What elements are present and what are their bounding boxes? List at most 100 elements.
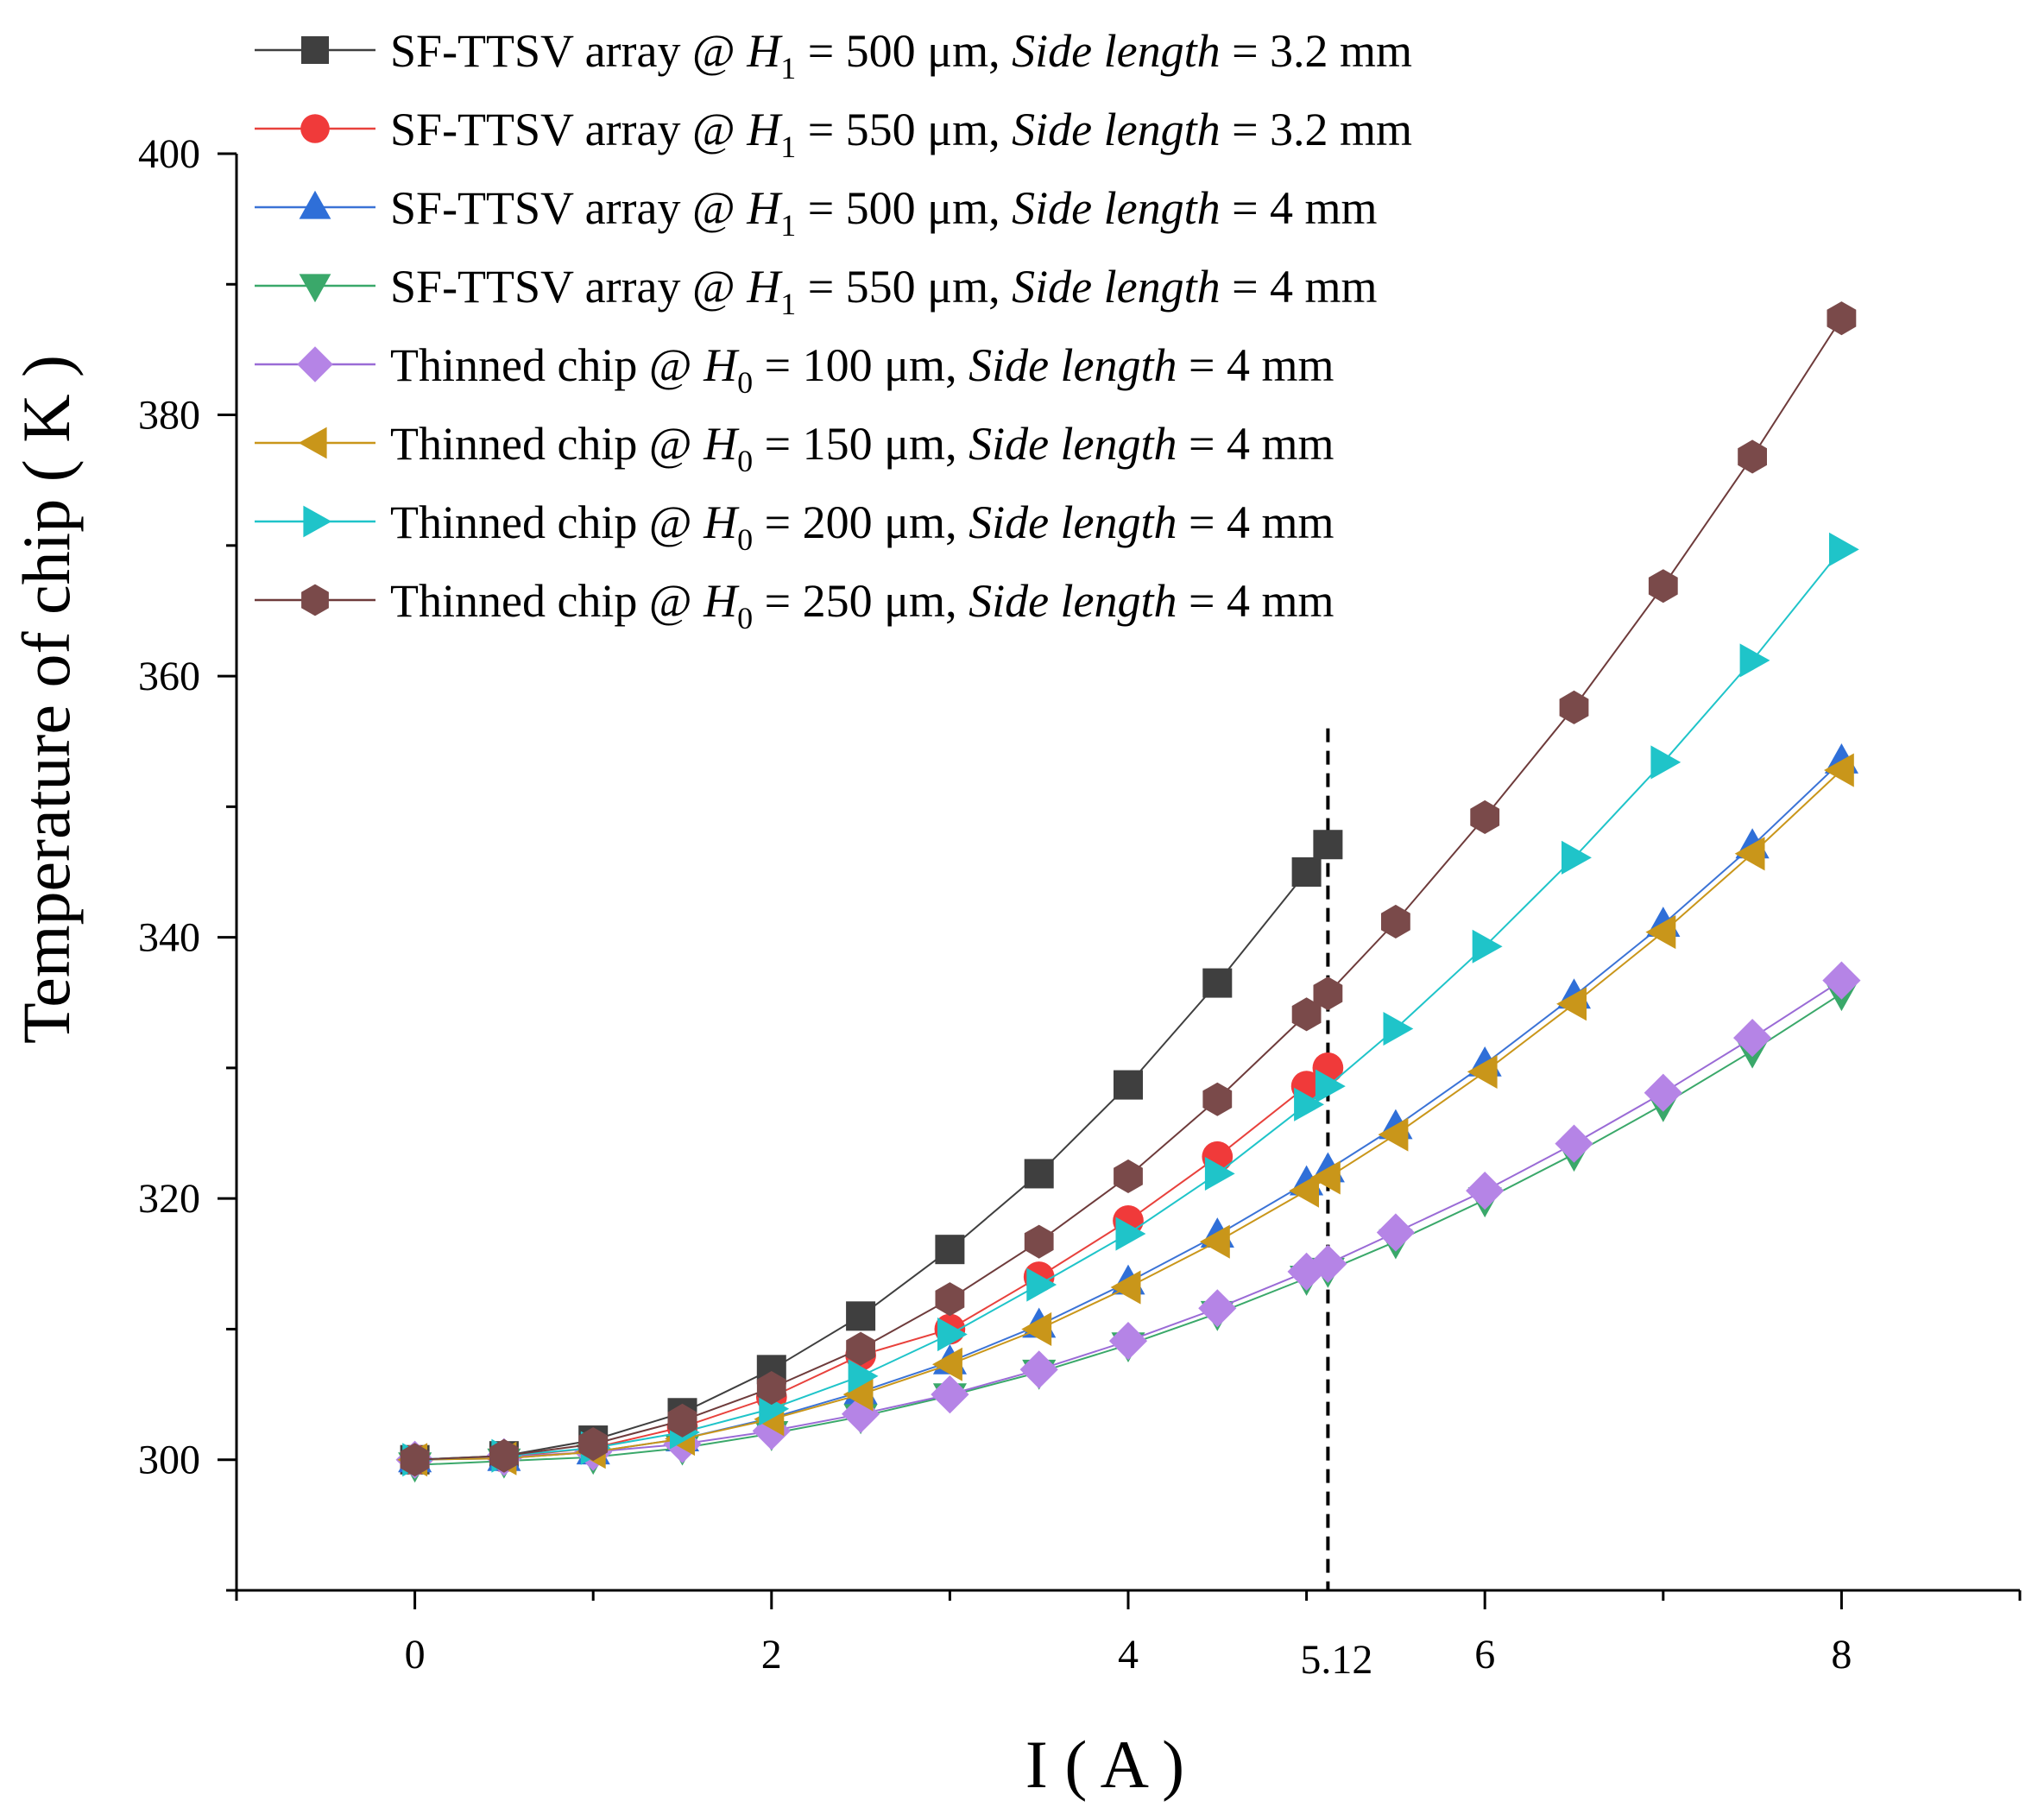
legend-subscript: 0 [737, 444, 753, 478]
legend-text-mid: = 550 μm, [796, 104, 1012, 155]
series-line [414, 318, 1843, 1461]
data-point [1822, 961, 1861, 1000]
y-tick-label: 340 [138, 915, 200, 961]
legend-item-5: Thinned chip @ H0 = 100 μm, Side length … [255, 339, 1334, 400]
legend-italic: Side length [969, 339, 1177, 391]
legend-text-prefix: Thinned chip @ [390, 575, 704, 627]
legend: SF-TTSV array @ H1 = 500 μm, Side length… [255, 25, 1412, 635]
data-point [578, 1427, 609, 1462]
data-point [1294, 1087, 1324, 1122]
legend-subscript: 0 [737, 601, 753, 635]
y-tick-label: 320 [138, 1176, 200, 1222]
legend-label: Thinned chip @ H0 = 150 μm, Side length … [390, 418, 1334, 478]
legend-italic: Side length [1012, 182, 1220, 234]
data-point [1019, 1350, 1058, 1389]
legend-symbol: H [746, 25, 783, 77]
legend-marker [303, 505, 332, 538]
x-tick-label: 4 [1118, 1632, 1139, 1678]
data-point [1315, 1069, 1346, 1103]
data-point [1199, 1224, 1230, 1259]
legend-subscript: 1 [780, 130, 796, 164]
data-point [1313, 976, 1343, 1011]
data-point [1026, 1267, 1057, 1302]
legend-text-mid: = 550 μm, [796, 261, 1012, 313]
legend-marker [301, 36, 329, 64]
data-point [1289, 1173, 1319, 1208]
legend-text-prefix: SF-TTSV array @ [390, 182, 747, 234]
data-point [1021, 1311, 1052, 1346]
y-tick-label: 380 [138, 393, 200, 439]
legend-label: Thinned chip @ H0 = 250 μm, Side length … [390, 575, 1334, 635]
data-point [935, 1282, 965, 1317]
data-point [756, 1371, 786, 1406]
x-tick-label: 8 [1831, 1632, 1852, 1678]
data-point [1467, 1054, 1498, 1089]
y-tick-label: 300 [138, 1438, 200, 1483]
legend-italic: Side length [969, 418, 1177, 470]
legend-text-prefix: SF-TTSV array @ [390, 104, 747, 155]
data-point [1291, 997, 1322, 1032]
data-point [1470, 799, 1500, 834]
data-point [932, 1347, 962, 1381]
legend-marker [297, 346, 333, 382]
data-point [848, 1359, 879, 1393]
data-point [935, 1235, 965, 1265]
data-point [1739, 643, 1770, 678]
data-point [1114, 1070, 1143, 1100]
data-point [1202, 968, 1233, 998]
data-point [1466, 1172, 1505, 1210]
legend-symbol: H [703, 575, 740, 627]
data-point [489, 1438, 519, 1473]
legend-symbol: H [746, 182, 783, 234]
data-point [1381, 904, 1410, 938]
legend-italic: Side length [969, 496, 1177, 548]
data-point [842, 1377, 874, 1412]
legend-item-3: SF-TTSV array @ H1 = 500 μm, Side length… [255, 182, 1378, 243]
data-point [1644, 1073, 1682, 1112]
series-8 [400, 301, 1857, 1477]
series-layer [395, 301, 1861, 1483]
legend-symbol: H [746, 104, 783, 155]
data-point [1309, 1244, 1347, 1283]
legend-text-mid: = 500 μm, [796, 182, 1012, 234]
series-3 [398, 743, 1858, 1473]
data-point [1648, 569, 1678, 604]
legend-text-suffix: = 3.2 mm [1221, 25, 1412, 77]
legend-subscript: 1 [780, 287, 796, 321]
legend-label: SF-TTSV array @ H1 = 550 μm, Side length… [390, 104, 1412, 164]
annotation-label: 5.12 [1300, 1637, 1372, 1683]
legend-symbol: H [703, 339, 740, 391]
series-line [414, 769, 1843, 1461]
data-point [667, 1403, 697, 1438]
legend-marker [300, 114, 330, 143]
data-point [1378, 1117, 1409, 1152]
legend-symbol: H [746, 261, 783, 313]
legend-text-mid: = 150 μm, [753, 418, 969, 470]
data-point [1559, 690, 1589, 724]
legend-symbol: H [703, 418, 740, 470]
data-point [1108, 1322, 1148, 1361]
legend-marker [298, 427, 327, 459]
legend-marker [299, 190, 331, 219]
legend-item-1: SF-TTSV array @ H1 = 500 μm, Side length… [255, 25, 1412, 85]
legend-text-suffix: = 4 mm [1177, 496, 1334, 548]
data-point [1198, 1289, 1237, 1328]
legend-italic: Side length [1012, 25, 1220, 77]
data-point [1645, 915, 1676, 950]
legend-text-mid: = 100 μm, [753, 339, 969, 391]
data-point [1556, 987, 1587, 1021]
legend-text-prefix: SF-TTSV array @ [390, 261, 747, 313]
data-point [1291, 857, 1322, 887]
data-point [1383, 1012, 1414, 1046]
legend-label: Thinned chip @ H0 = 200 μm, Side length … [390, 496, 1334, 557]
data-point [1472, 929, 1503, 964]
legend-text-prefix: Thinned chip @ [390, 496, 704, 548]
series-7 [402, 532, 1859, 1477]
data-point [1376, 1213, 1415, 1252]
legend-text-suffix: = 4 mm [1221, 182, 1378, 234]
y-tick-label: 400 [138, 131, 200, 177]
legend-text-prefix: Thinned chip @ [390, 339, 704, 391]
legend-marker [301, 584, 329, 616]
legend-text-prefix: SF-TTSV array @ [390, 25, 747, 77]
series-line [414, 548, 1843, 1461]
